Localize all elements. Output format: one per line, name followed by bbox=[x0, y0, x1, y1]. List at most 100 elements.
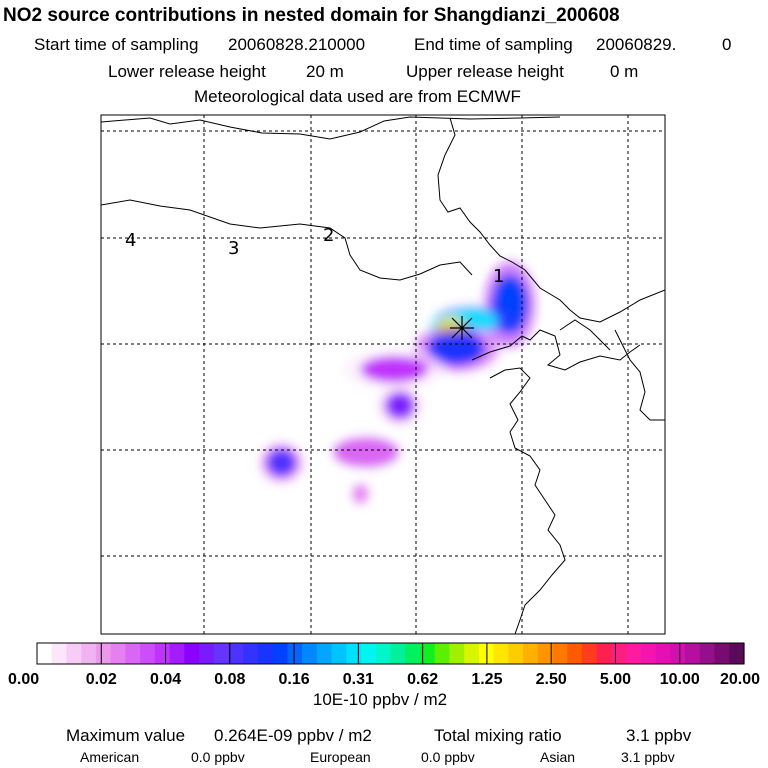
map-frame bbox=[100, 114, 666, 635]
concentration-field bbox=[260, 261, 536, 510]
american-value: 0.0 ppbv bbox=[191, 749, 245, 765]
start-time-label: Start time of sampling bbox=[34, 35, 199, 54]
colorbar-unit: 10E-10 ppbv / m2 bbox=[312, 690, 448, 709]
coast-bohai bbox=[471, 329, 641, 371]
colorbar-swatch bbox=[714, 643, 730, 664]
upper-height-label: Upper release height bbox=[406, 62, 564, 81]
colorbar-tick-label: 2.50 bbox=[536, 671, 567, 688]
colorbar-swatch bbox=[508, 643, 524, 664]
colorbar-swatch bbox=[37, 643, 53, 664]
colorbar-swatch bbox=[361, 643, 377, 664]
colorbar-swatch bbox=[611, 643, 627, 664]
colorbar-tick-label: 20.00 bbox=[720, 671, 760, 688]
region-label-1: 1 bbox=[493, 266, 504, 287]
european-value: 0.0 ppbv bbox=[421, 749, 475, 765]
colorbar-swatch bbox=[272, 643, 288, 664]
region-label-2: 2 bbox=[323, 225, 334, 246]
colorbar-swatch bbox=[287, 643, 303, 664]
asian-label: Asian bbox=[540, 749, 576, 765]
colorbar-tick-label: 0.08 bbox=[214, 671, 245, 688]
colorbar-swatch bbox=[140, 643, 156, 664]
colorbar-tick-label: 0.04 bbox=[150, 671, 181, 688]
colorbar-swatch bbox=[626, 643, 642, 664]
lat-lon-grid bbox=[101, 115, 665, 634]
colorbar-tick-label: 0.00 bbox=[8, 671, 39, 688]
colorbar-swatch bbox=[346, 643, 362, 664]
colorbar-swatch bbox=[655, 643, 671, 664]
colorbar-swatch bbox=[243, 643, 259, 664]
end-time-label: End time of sampling bbox=[414, 35, 573, 54]
coast-liaodong bbox=[559, 319, 611, 351]
colorbar-swatch bbox=[169, 643, 185, 664]
coast-korea bbox=[614, 329, 665, 421]
colorbar-tick-label: 0.31 bbox=[343, 671, 374, 688]
coast-shandong bbox=[489, 367, 566, 634]
colorbar-swatch bbox=[670, 643, 686, 664]
start-time-value: 20060828.210000 bbox=[228, 35, 366, 54]
colorbar-swatch bbox=[405, 643, 421, 664]
border-line-west bbox=[101, 199, 473, 281]
region-label-4: 4 bbox=[125, 230, 136, 251]
colorbar-swatch bbox=[552, 643, 568, 664]
colorbar-swatch bbox=[331, 643, 347, 664]
colorbar-swatch bbox=[95, 643, 112, 664]
colorbar-swatch bbox=[125, 643, 141, 664]
colorbar-swatch bbox=[523, 643, 539, 664]
colorbar-swatch bbox=[567, 643, 583, 664]
colorbar-swatch bbox=[375, 643, 392, 664]
upper-height-value: 0 m bbox=[610, 62, 639, 81]
colorbar-swatch bbox=[110, 643, 126, 664]
plume-cell bbox=[351, 483, 369, 505]
border-line-north bbox=[101, 116, 561, 140]
colorbar-swatch bbox=[464, 643, 480, 664]
lower-height-value: 20 m bbox=[306, 62, 344, 81]
asian-value: 3.1 ppbv bbox=[621, 749, 675, 765]
colorbar-swatch bbox=[493, 643, 509, 664]
colorbar-swatch bbox=[316, 643, 333, 664]
region-label-3: 3 bbox=[228, 238, 239, 259]
colorbar-ticks: 0.00 0.02 0.04 0.08 0.16 0.31 0.62 1.25 2.50 5.00… bbox=[8, 643, 760, 688]
colorbar-swatch bbox=[699, 643, 716, 664]
total-mixing-value: 3.1 ppbv bbox=[626, 726, 692, 745]
colorbar-swatch bbox=[581, 643, 598, 664]
total-mixing-label: Total mixing ratio bbox=[434, 726, 562, 745]
colorbar bbox=[36, 642, 745, 665]
colorbar-swatch bbox=[640, 643, 657, 664]
receptor-site-marker bbox=[450, 316, 474, 340]
colorbar-swatch bbox=[302, 643, 318, 664]
colorbar-swatch bbox=[390, 643, 406, 664]
colorbar-tick-label: 10.00 bbox=[660, 671, 700, 688]
colorbar-swatch bbox=[537, 643, 554, 664]
american-label: American bbox=[80, 749, 140, 765]
colorbar-tick-label: 5.00 bbox=[600, 671, 631, 688]
colorbar-swatch bbox=[51, 643, 68, 664]
end-time-value: 20060829. bbox=[596, 35, 677, 54]
end-time-suffix: 0 bbox=[722, 35, 732, 54]
colorbar-swatch bbox=[184, 643, 200, 664]
colorbar-swatch bbox=[257, 643, 274, 664]
colorbar-tick-label: 0.02 bbox=[86, 671, 117, 688]
colorbar-swatch bbox=[228, 643, 244, 664]
colorbar-swatch bbox=[434, 643, 451, 664]
met-data-line: Meteorological data used are from ECMWF bbox=[194, 87, 521, 106]
lower-height-label: Lower release height bbox=[108, 62, 266, 81]
coastline-borders bbox=[101, 116, 665, 634]
colorbar-tick-label: 0.16 bbox=[279, 671, 310, 688]
border-line-northeast bbox=[437, 117, 665, 323]
colorbar-tick-label: 1.25 bbox=[471, 671, 502, 688]
colorbar-swatch bbox=[729, 643, 745, 664]
colorbar-swatch bbox=[449, 643, 465, 664]
plume-cell bbox=[360, 356, 429, 383]
colorbar-swatch bbox=[213, 643, 230, 664]
european-label: European bbox=[310, 749, 371, 765]
colorbar-swatch bbox=[685, 643, 701, 664]
colorbar-swatch bbox=[419, 643, 436, 664]
colorbar-swatch bbox=[154, 643, 171, 664]
colorbar-swatch bbox=[199, 643, 215, 664]
max-value-label: Maximum value bbox=[66, 726, 186, 745]
colorbar-tick-label: 0.62 bbox=[407, 671, 438, 688]
plume-cell bbox=[385, 392, 415, 419]
colorbar-swatch bbox=[596, 643, 613, 664]
plume-cell bbox=[428, 332, 485, 365]
